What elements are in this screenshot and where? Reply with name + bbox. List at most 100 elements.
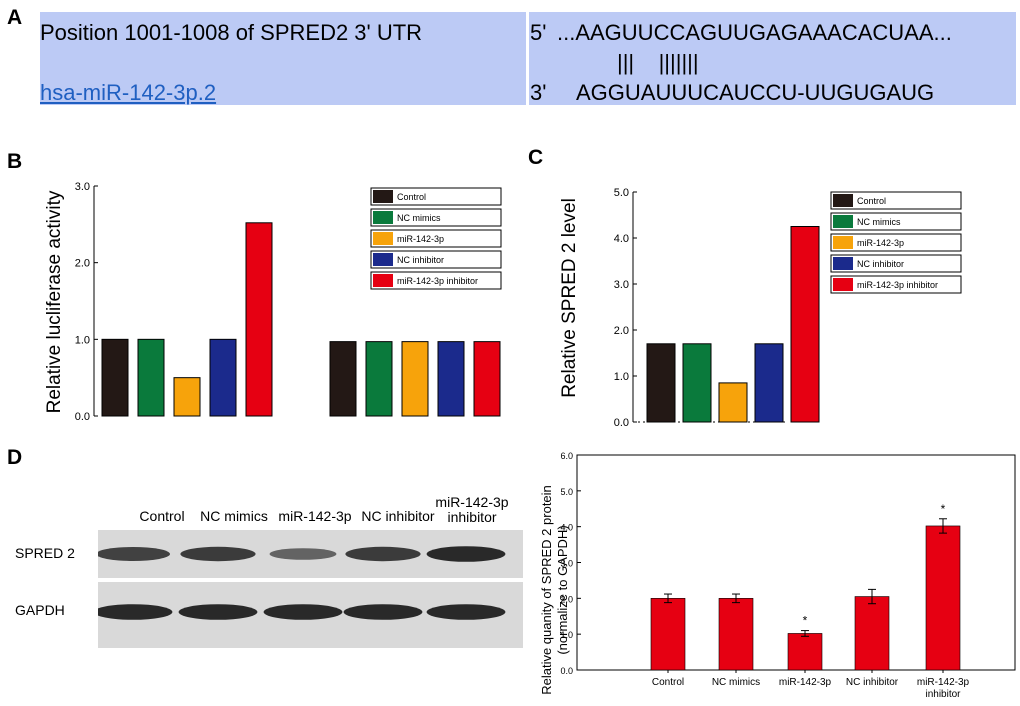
bar [646,343,676,423]
bar [245,222,273,417]
y-tick-label: 1.0 [560,630,573,640]
y-tick-label: 4.0 [614,233,629,245]
utr-position-title: Position 1001-1008 of SPRED2 3' UTR [40,20,423,45]
legend-swatch [373,190,393,203]
legend-swatch [833,236,853,249]
legend-label: miR-142-3p inhibitor [397,276,478,286]
blot-image [98,530,523,648]
blot-band [343,604,423,620]
pairing-lines: ||| ||||||| [617,50,699,75]
blot-band [263,604,343,620]
blot-band [98,547,170,561]
bar [401,341,429,417]
utr-prefix: 5' [530,20,547,45]
blot-band [98,604,173,620]
legend-label: miR-142-3p inhibitor [857,280,938,290]
blot-band [178,604,258,620]
panel-label-c: C [528,146,544,169]
legend-label: NC inhibitor [397,255,444,265]
y-tick-label: 3.0 [75,181,90,193]
legend-box [830,275,962,294]
y-tick-label: 0.0 [75,411,90,423]
legend-swatch [833,278,853,291]
legend-box [370,187,502,206]
bar [329,341,357,417]
x-tick-label: NC inhibitor [846,677,899,688]
luciferase-chart: Control NC mimics miR-142-3p NC inhibitor mi… [44,181,502,423]
bar [925,525,961,671]
protein-quantity-chart: 0.0 1.0 2.0 3.0 4.0 5.0 6.0 Control NC mimics * m… [539,451,1016,700]
y-tick-label: 5.0 [560,487,573,497]
legend-box [370,250,502,269]
y-tick-label: 1.0 [75,334,90,346]
legend-box [830,233,962,252]
legend-swatch [373,253,393,266]
y-tick-label: 3.0 [560,559,573,569]
blot-lane-label: Control [139,508,185,524]
legend-box [370,208,502,227]
significance-marker: * [803,614,808,628]
y-tick-label: 0.0 [560,666,573,676]
y-tick-label: 5.0 [614,187,629,199]
x-tick-label: inhibitor [925,689,961,700]
bar [790,226,820,423]
luciferase-legend: Control NC mimics miR-142-3p NC inhibitor mi… [370,187,502,290]
alignment-left-box [40,12,526,105]
legend-box [830,254,962,273]
spred2-level-chart: Control NC mimics miR-142-3p NC inhibitor mi… [559,187,962,429]
legend-label: NC mimics [397,213,441,223]
bar [682,343,712,423]
legend-swatch [373,232,393,245]
blot-band [426,546,506,562]
mirna-prefix: 3' [530,80,547,105]
luciferase-y-label: Relative lucliferase activity [44,190,65,413]
legend-swatch [833,257,853,270]
bar [137,338,165,417]
blot-row-label: SPRED 2 [15,545,75,561]
blot-row-label: GAPDH [15,602,65,618]
blot-band [345,546,421,562]
blot-band [426,604,506,620]
bar [101,338,129,417]
blot-band [180,546,256,562]
alignment-right-box [529,12,1016,105]
x-tick-label: NC mimics [712,677,760,688]
bar [754,343,784,423]
x-tick-label: Control [652,677,684,688]
y-tick-label: 1.0 [614,371,629,383]
significance-marker: * [941,502,946,516]
legend-label: miR-142-3p [397,234,444,244]
legend-label: Control [857,196,886,206]
bar [365,341,393,417]
bar [718,382,748,423]
mirna-link[interactable]: hsa-miR-142-3p.2 [40,80,217,105]
protein-y-label: Relative quanity of SPRED 2 protein [539,485,554,695]
legend-label: Control [397,192,426,202]
legend-label: NC inhibitor [857,259,904,269]
blot-band [269,548,337,560]
spred2-level-y-label: Relative SPRED 2 level [559,198,580,398]
panel-label-d: D [7,446,23,469]
mirna-sequence: AGGUAUUUCAUCCU-UUGUGAUG [576,80,935,105]
y-tick-label: 2.0 [560,594,573,604]
y-tick-label: 2.0 [614,325,629,337]
legend-label: NC mimics [857,217,901,227]
bar [209,338,237,417]
legend-swatch [833,215,853,228]
y-tick-label: 0.0 [614,417,629,429]
protein-y-label-sub: (normalize to GAPDH) [555,525,570,654]
legend-box [830,212,962,231]
y-tick-label: 6.0 [560,451,573,461]
legend-swatch [373,274,393,287]
utr-sequence: ...AAGUUCCAGUUGAGAAACACUAA... [557,20,952,45]
legend-box [370,229,502,248]
bar [787,633,823,671]
bar [173,377,201,417]
bar [473,341,501,417]
y-tick-label: 2.0 [75,258,90,270]
bar [854,596,890,671]
legend-swatch [833,194,853,207]
panel-label-b: B [7,150,23,173]
bar [437,341,465,417]
blot-lane-label: NC inhibitor [361,508,435,524]
